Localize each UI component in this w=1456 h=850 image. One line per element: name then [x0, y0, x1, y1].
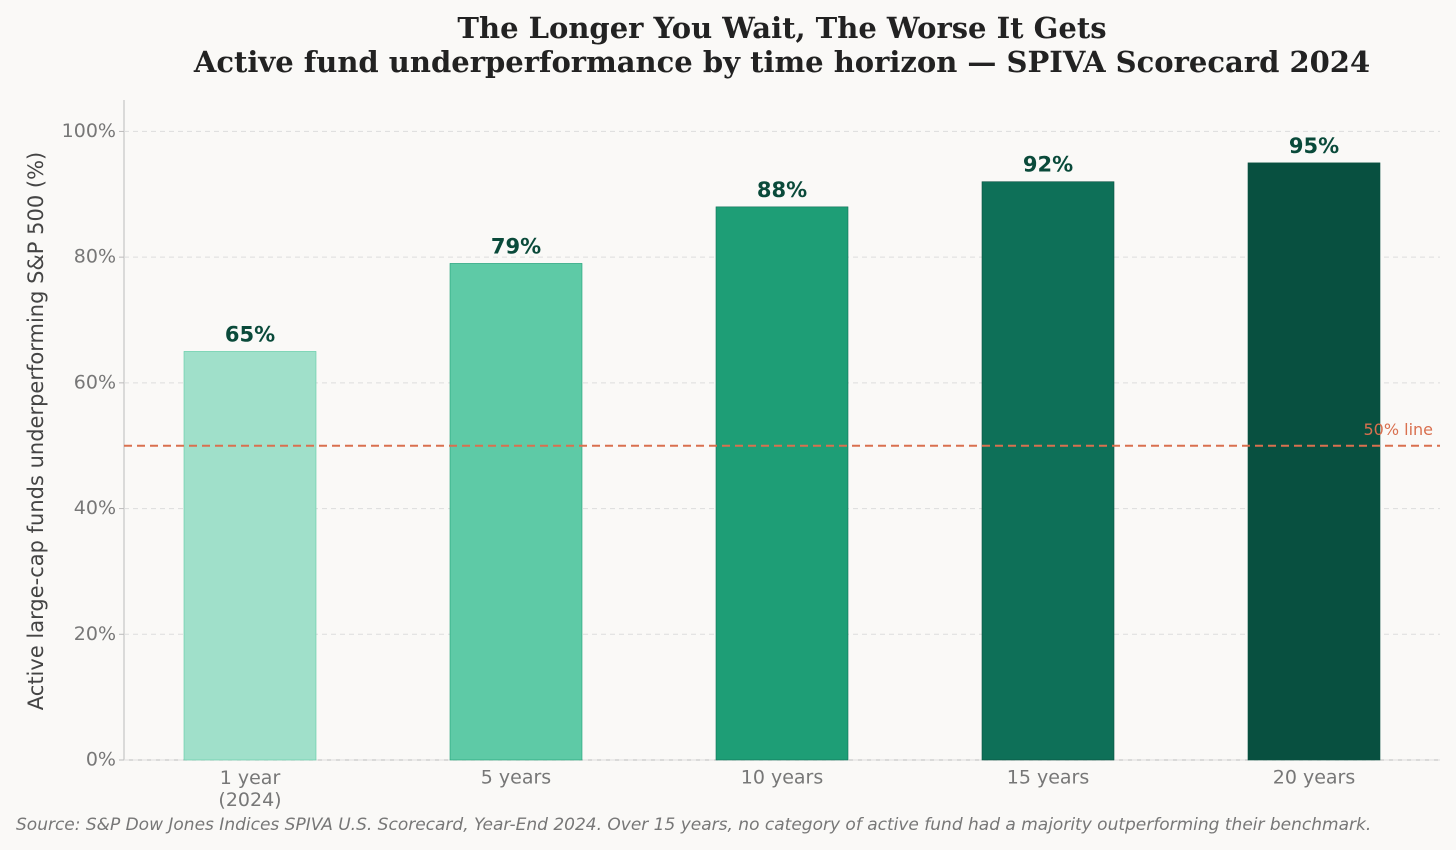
source-note: Source: S&P Dow Jones Indices SPIVA U.S.…: [16, 815, 1371, 835]
x-tick-label: 5 years: [481, 767, 551, 789]
chart-subtitle: Active fund underperformance by time hor…: [193, 45, 1370, 79]
bar: [715, 206, 849, 761]
x-tick-label: 15 years: [1007, 767, 1090, 789]
x-tick-label: 10 years: [741, 767, 824, 789]
value-label: 95%: [1289, 134, 1339, 158]
y-tick-label: 0%: [86, 749, 116, 771]
x-tick-label: 1 year (2024): [218, 767, 281, 811]
x-tick-label: 20 years: [1273, 767, 1356, 789]
value-label: 79%: [491, 234, 541, 258]
y-tick-label: 80%: [74, 246, 116, 268]
bar: [981, 181, 1115, 761]
value-label: 88%: [757, 178, 807, 202]
y-tick-label: 40%: [74, 497, 116, 519]
y-tick-label: 100%: [62, 120, 116, 142]
y-tick-label: 20%: [74, 623, 116, 645]
value-label: 92%: [1023, 153, 1073, 177]
y-axis-label: Active large-cap funds underperforming S…: [24, 152, 48, 710]
reference-label: 50% line: [1363, 420, 1433, 439]
value-label: 65%: [225, 322, 275, 346]
bar: [183, 351, 317, 761]
bar: [449, 263, 583, 761]
bar: [1247, 162, 1381, 761]
y-tick-label: 60%: [74, 371, 116, 393]
chart-title: The Longer You Wait, The Worse It Gets: [457, 11, 1106, 45]
